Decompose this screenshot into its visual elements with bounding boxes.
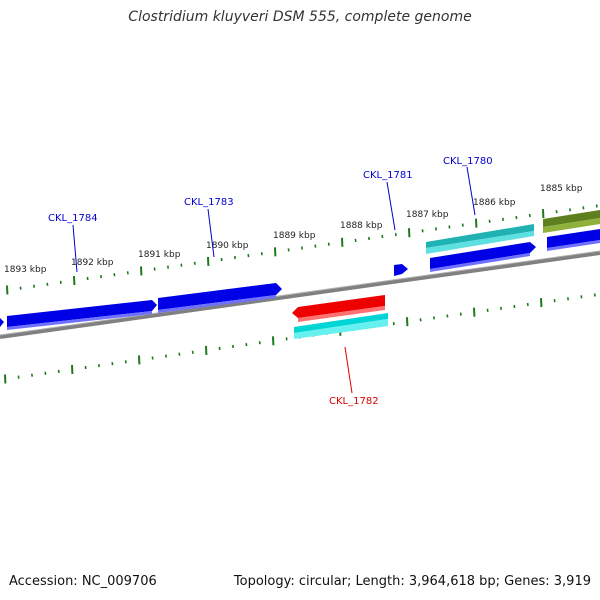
reverse-tick-row (4, 293, 596, 384)
kbp-label: 1890 kbp (206, 241, 249, 251)
kbp-label: 1885 kbp (540, 184, 583, 194)
leader-line (344, 346, 353, 394)
gene-label[interactable]: CKL_1783 (184, 197, 234, 208)
gene-arrow-red[interactable] (292, 295, 385, 322)
gene-arrow-cklm1781[interactable] (394, 264, 408, 276)
map-title: Clostridium kluyveri DSM 555, complete g… (128, 9, 472, 25)
kbp-label: 1888 kbp (340, 221, 383, 231)
leader-line (207, 208, 215, 258)
genome-backbone-highlight (0, 250, 600, 336)
accession-text: Accession: NC_009706 (9, 574, 157, 589)
kbp-label: 1887 kbp (406, 210, 449, 220)
gene-arrow-cyan[interactable] (426, 224, 534, 254)
gene-arrow-edge[interactable] (547, 229, 600, 251)
gene-arrow[interactable] (430, 242, 536, 272)
gene-label[interactable]: CKL_1782 (329, 396, 379, 407)
gene-arrow[interactable] (158, 283, 282, 313)
gene-arrow[interactable] (7, 300, 157, 330)
leader-line (386, 181, 396, 231)
genome-backbone (0, 251, 600, 339)
gene-label[interactable]: CKL_1784 (48, 213, 98, 224)
gene-label[interactable]: CKL_1780 (443, 156, 493, 167)
kbp-label: 1886 kbp (473, 198, 516, 208)
gene-arrow-partial[interactable] (0, 318, 4, 327)
gene-arrow-cyan-reverse[interactable] (294, 313, 388, 339)
kbp-label: 1892 kbp (71, 258, 114, 268)
kbp-label: 1889 kbp (273, 231, 316, 241)
gene-arrow-olive[interactable] (543, 210, 600, 233)
kbp-label: 1893 kbp (4, 265, 47, 275)
genome-summary-text: Topology: circular; Length: 3,964,618 bp… (233, 574, 591, 589)
gene-label[interactable]: CKL_1781 (363, 170, 413, 181)
forward-tick-row (6, 204, 598, 295)
leader-line (72, 224, 78, 273)
leader-line (466, 166, 476, 216)
kbp-label: 1891 kbp (138, 250, 181, 260)
